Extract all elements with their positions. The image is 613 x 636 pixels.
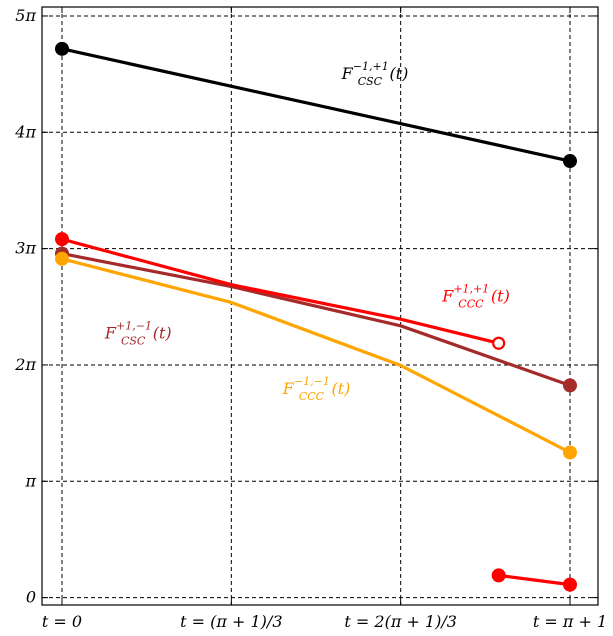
y-tick-labels: 0 π 2π 3π 4π 5π (14, 6, 36, 607)
series-start-marker (55, 41, 69, 56)
y-tick-label: 0 (26, 588, 36, 607)
x-tick-label: t = 2(π + 1)/3 (344, 612, 457, 631)
series-label: F−1,−1 CCC (t) (282, 375, 351, 403)
y-tick-label: 5π (15, 6, 36, 25)
series-line (60, 237, 501, 345)
series-end-marker (563, 378, 577, 393)
plot-frame (41, 6, 599, 606)
series-end-marker (492, 336, 506, 350)
x-tick-labels: t = 0 t = (π + 1)/3 t = 2(π + 1)/3 t = π + … (42, 612, 607, 631)
series-end-marker (563, 445, 577, 460)
series-label: F+1,+1 CCC (t) (441, 282, 510, 310)
series-line (60, 252, 572, 388)
tick-marks (42, 7, 598, 605)
series-label: F+1,−1 CSC (t) (104, 319, 172, 347)
series-markers (55, 41, 577, 592)
series-lines (60, 47, 572, 587)
series-start-marker (55, 251, 69, 266)
series-end-marker (563, 154, 577, 169)
series-start-marker (491, 568, 506, 583)
series-line (60, 47, 572, 163)
series-label: F−1,+1 CSC (t) (341, 60, 409, 88)
y-tick-label: 4π (14, 122, 36, 141)
y-tick-label: 3π (15, 239, 36, 258)
grid (42, 7, 598, 605)
x-tick-label: t = (π + 1)/3 (180, 612, 282, 631)
y-tick-label: 2π (14, 355, 36, 374)
series-labels: F−1,+1 CSC (t) F+1,+1 CCC (t) F+1,−1 CSC (t) F−1,… (104, 60, 510, 403)
x-tick-label: t = 0 (42, 612, 82, 631)
y-tick-label: π (24, 471, 36, 490)
series-line (60, 257, 572, 455)
x-tick-label: t = π + 1 (533, 612, 607, 631)
series-start-marker (55, 232, 69, 247)
series-line (497, 573, 572, 587)
series-end-marker (563, 577, 577, 592)
